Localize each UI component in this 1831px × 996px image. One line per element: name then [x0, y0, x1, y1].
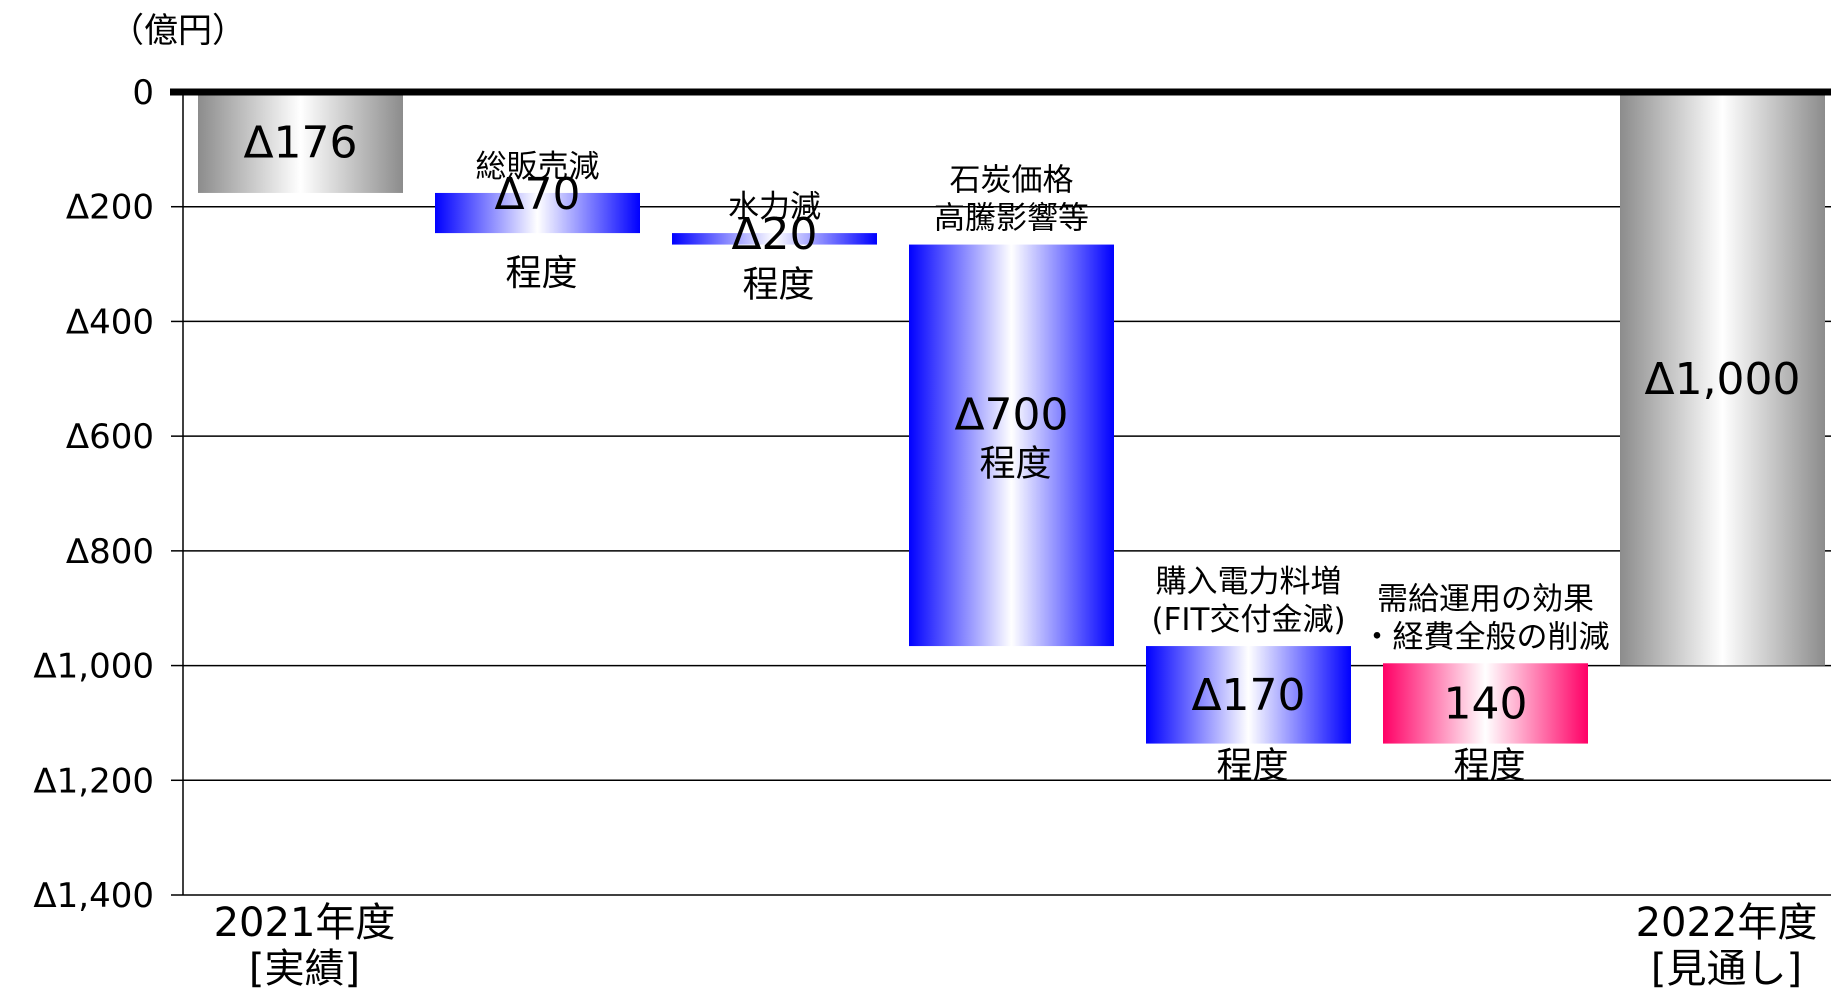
- bar-annotation: (FIT交付金減): [1151, 602, 1345, 638]
- waterfall-bar: [909, 244, 1114, 647]
- y-tick-label: Δ1,400: [33, 876, 154, 916]
- y-tick-label: Δ800: [66, 532, 154, 572]
- y-tick-label: Δ400: [66, 302, 154, 342]
- y-tick-label: 0: [132, 73, 154, 113]
- waterfall-bar: [1146, 646, 1351, 744]
- bar-value-label: Δ70: [494, 169, 580, 220]
- bar-value-label: Δ20: [731, 209, 817, 260]
- waterfall-bar: [1383, 663, 1588, 744]
- bar-annotation: ・経費全般の削減: [1362, 619, 1610, 655]
- waterfall-bar: [435, 192, 640, 234]
- bar-annotation: 購入電力料増: [1156, 564, 1342, 600]
- waterfall-bar: [198, 92, 403, 193]
- axes: [170, 88, 1831, 896]
- bar-annotation: 高騰影響等: [934, 201, 1089, 237]
- bar-annotation: 水力減: [728, 189, 821, 225]
- x-category-label: 2021年度: [214, 900, 396, 946]
- bar-sub-label: 程度: [505, 253, 577, 294]
- y-tick-label: Δ200: [66, 188, 154, 228]
- bar-sub-label: 程度: [1216, 746, 1288, 787]
- x-category-label: [見通し]: [1651, 946, 1802, 992]
- y-tick-label: Δ1,200: [33, 761, 154, 801]
- bar-annotation: 石炭価格: [950, 163, 1074, 199]
- waterfall-bar: [1620, 92, 1825, 666]
- waterfall-bar: [672, 233, 877, 245]
- bar-value-label: Δ700: [954, 389, 1068, 440]
- bar-sub-label: 程度: [979, 443, 1051, 484]
- x-category-label: 2022年度: [1636, 900, 1818, 946]
- bars: [198, 92, 1825, 744]
- y-tick-label: Δ600: [66, 417, 154, 457]
- bar-value-label: Δ176: [243, 117, 357, 168]
- bar-sub-label: 程度: [742, 265, 814, 306]
- bar-value-label: 140: [1444, 678, 1528, 729]
- y-tick-label: Δ1,000: [33, 647, 154, 687]
- x-category-label: [実績]: [249, 946, 360, 992]
- bar-value-label: Δ1,000: [1644, 354, 1800, 405]
- bar-value-label: Δ170: [1191, 670, 1305, 721]
- y-unit-label: （億円）: [110, 11, 246, 51]
- bar-annotation: 需給運用の効果: [1377, 581, 1594, 617]
- bar-sub-label: 程度: [1453, 746, 1525, 787]
- labels: 0 Δ200 Δ400 Δ600 Δ800 Δ1,000 Δ1,200 Δ1,400 Δ176 Δ…: [33, 73, 1817, 992]
- bar-annotation: 総販売減: [476, 149, 600, 185]
